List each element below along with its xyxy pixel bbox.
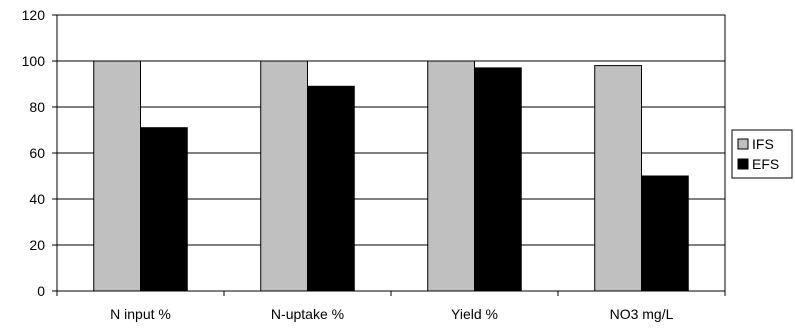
x-tick-label-3: NO3 mg/L <box>610 306 674 322</box>
y-tick-label-120: 120 <box>22 7 46 23</box>
x-axis-ticks: N input % N-uptake % Yield % NO3 mg/L <box>56 291 726 322</box>
bars <box>93 60 689 292</box>
legend-box <box>731 129 793 179</box>
y-tick-label-100: 100 <box>22 53 46 69</box>
bar-ifs-1 <box>260 60 308 292</box>
x-tick-label-2: Yield % <box>451 306 498 322</box>
legend-label-ifs: IFS <box>752 136 774 152</box>
bar-efs-0 <box>140 127 188 292</box>
legend-label-efs: EFS <box>752 156 779 172</box>
bar-efs-2 <box>474 67 522 292</box>
bar-ifs-3 <box>594 65 642 292</box>
legend-swatch-ifs <box>737 138 749 150</box>
bar-efs-1 <box>307 85 355 292</box>
y-tick-label-40: 40 <box>29 191 45 207</box>
bar-ifs-0 <box>93 60 141 292</box>
bar-ifs-2 <box>427 60 475 292</box>
y-tick-label-60: 60 <box>29 145 45 161</box>
legend: IFS EFS <box>731 129 793 179</box>
x-tick-label-1: N-uptake % <box>271 306 344 322</box>
x-tick-label-0: N input % <box>110 306 171 322</box>
y-tick-label-0: 0 <box>37 283 45 299</box>
y-tick-label-80: 80 <box>29 99 45 115</box>
legend-swatch-efs <box>737 158 749 170</box>
y-axis-ticks: 0 20 40 60 80 100 120 <box>22 7 57 299</box>
bar-efs-3 <box>641 175 689 292</box>
y-tick-label-20: 20 <box>29 237 45 253</box>
